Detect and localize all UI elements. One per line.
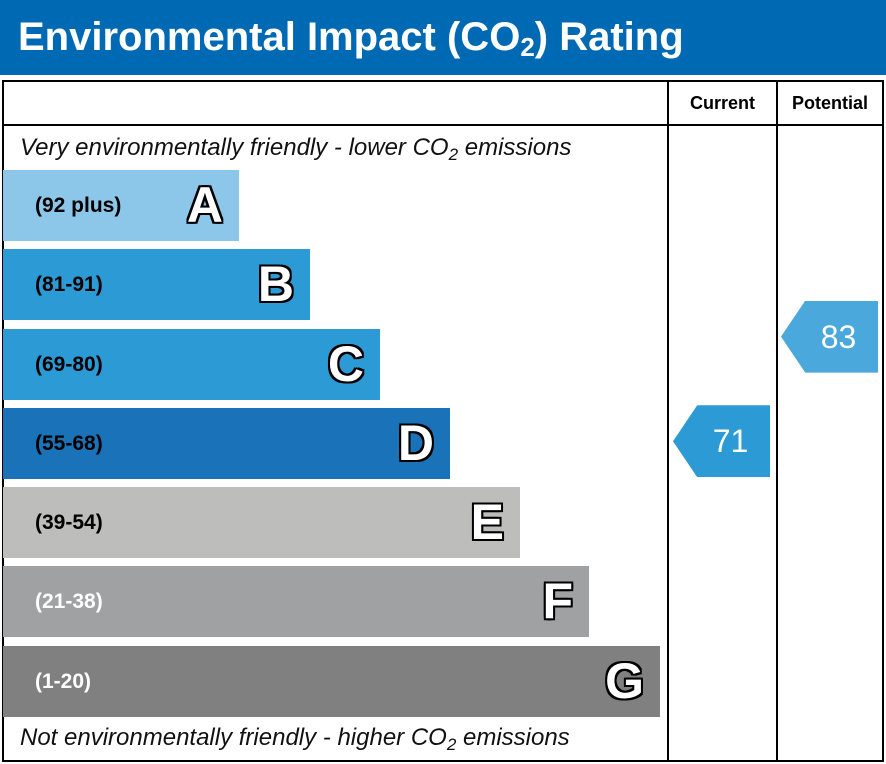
band-range: (39-54) <box>35 511 103 534</box>
potential-rating-arrow: 83 <box>781 300 878 373</box>
band-range: (69-80) <box>35 353 103 376</box>
band-bar-g: (1-20) G <box>3 646 660 717</box>
band-bar-b: (81-91) B <box>3 249 310 320</box>
band-bar-f: (21-38) F <box>3 566 589 637</box>
top-note: Very environmentally friendly - lower CO… <box>20 134 572 164</box>
column-divider <box>667 80 669 762</box>
band-range: (21-38) <box>35 590 103 613</box>
band-letter: E <box>470 494 504 550</box>
band-letter: D <box>397 415 434 471</box>
column-divider <box>776 80 778 762</box>
band-letter: G <box>605 653 644 709</box>
chart-title: Environmental Impact (CO2) Rating <box>0 0 886 75</box>
band-range: (1-20) <box>35 670 92 693</box>
band-range: (92 plus) <box>35 194 122 217</box>
current-header: Current <box>689 93 755 113</box>
band-bar-a: (92 plus) A <box>3 170 239 241</box>
band-range: (55-68) <box>35 432 103 455</box>
current-rating-arrow: 71 <box>673 405 770 478</box>
band-letter: B <box>257 256 294 312</box>
bottom-note: Not environmentally friendly - higher CO… <box>20 724 570 754</box>
band-bar-c: (69-80) C <box>3 329 380 400</box>
band-range: (81-91) <box>35 273 103 296</box>
header-divider <box>2 124 884 126</box>
band-bar-d: (55-68) D <box>3 408 450 479</box>
band-bar-e: (39-54) E <box>3 487 520 558</box>
band-letter: F <box>542 573 573 629</box>
band-letter: C <box>327 336 364 392</box>
potential-header: Potential <box>791 93 868 113</box>
band-letter: A <box>186 177 223 233</box>
